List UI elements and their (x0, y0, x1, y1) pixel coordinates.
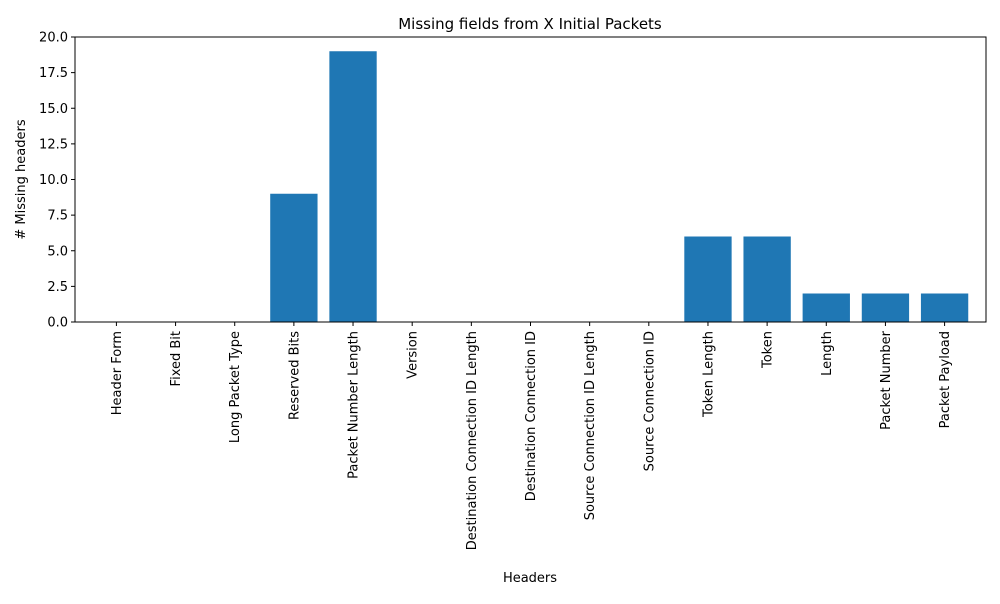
x-tick-label: Header Form (110, 331, 125, 415)
y-tick-label: 0.0 (47, 316, 68, 331)
y-axis-label: # Missing headers (14, 119, 29, 239)
x-tick-label: Packet Number Length (347, 331, 362, 479)
y-axis: 0.0 2.5 5.0 7.5 10.0 12.5 15.0 17.5 20.0 (39, 31, 75, 331)
bars-group (270, 51, 969, 322)
chart-title: Missing fields from X Initial Packets (398, 15, 662, 33)
y-tick-label: 7.5 (47, 209, 68, 224)
y-tick-label: 5.0 (47, 244, 68, 259)
y-tick-label: 12.5 (39, 137, 68, 152)
bar-reserved-bits (270, 193, 318, 322)
bar-packet-number (861, 293, 910, 322)
x-tick-label: Destination Connection ID Length (465, 331, 480, 550)
x-tick-label: Fixed Bit (169, 331, 184, 386)
x-tick-label: Version (406, 331, 421, 379)
bar-token (743, 236, 791, 322)
x-tick-label: Long Packet Type (228, 331, 243, 443)
x-tick-label: Reserved Bits (287, 331, 302, 420)
plot-frame (74, 36, 987, 323)
y-tick-label: 10.0 (39, 173, 68, 188)
x-tick-label: Length (820, 331, 835, 376)
bar-length (802, 293, 850, 322)
x-tick-label: Token Length (701, 331, 716, 418)
y-tick-label: 17.5 (39, 66, 68, 81)
x-tick-label: Packet Payload (938, 331, 953, 428)
y-tick-label: 2.5 (47, 280, 68, 295)
x-tick-label: Source Connection ID Length (583, 331, 598, 520)
y-tick-label: 15.0 (39, 102, 68, 117)
bar-packet-payload (920, 293, 969, 322)
x-tick-label: Source Connection ID (642, 331, 657, 471)
x-axis: Header Form Fixed Bit Long Packet Type Rese… (110, 322, 953, 550)
x-tick-label: Packet Number (879, 330, 894, 430)
x-tick-label: Destination Connection ID (524, 331, 539, 501)
x-tick-label: Token (761, 331, 776, 369)
y-tick-label: 20.0 (39, 31, 68, 46)
x-axis-label: Headers (503, 571, 557, 586)
bar-token-length (684, 236, 732, 322)
bar-packet-number-length (329, 51, 377, 322)
